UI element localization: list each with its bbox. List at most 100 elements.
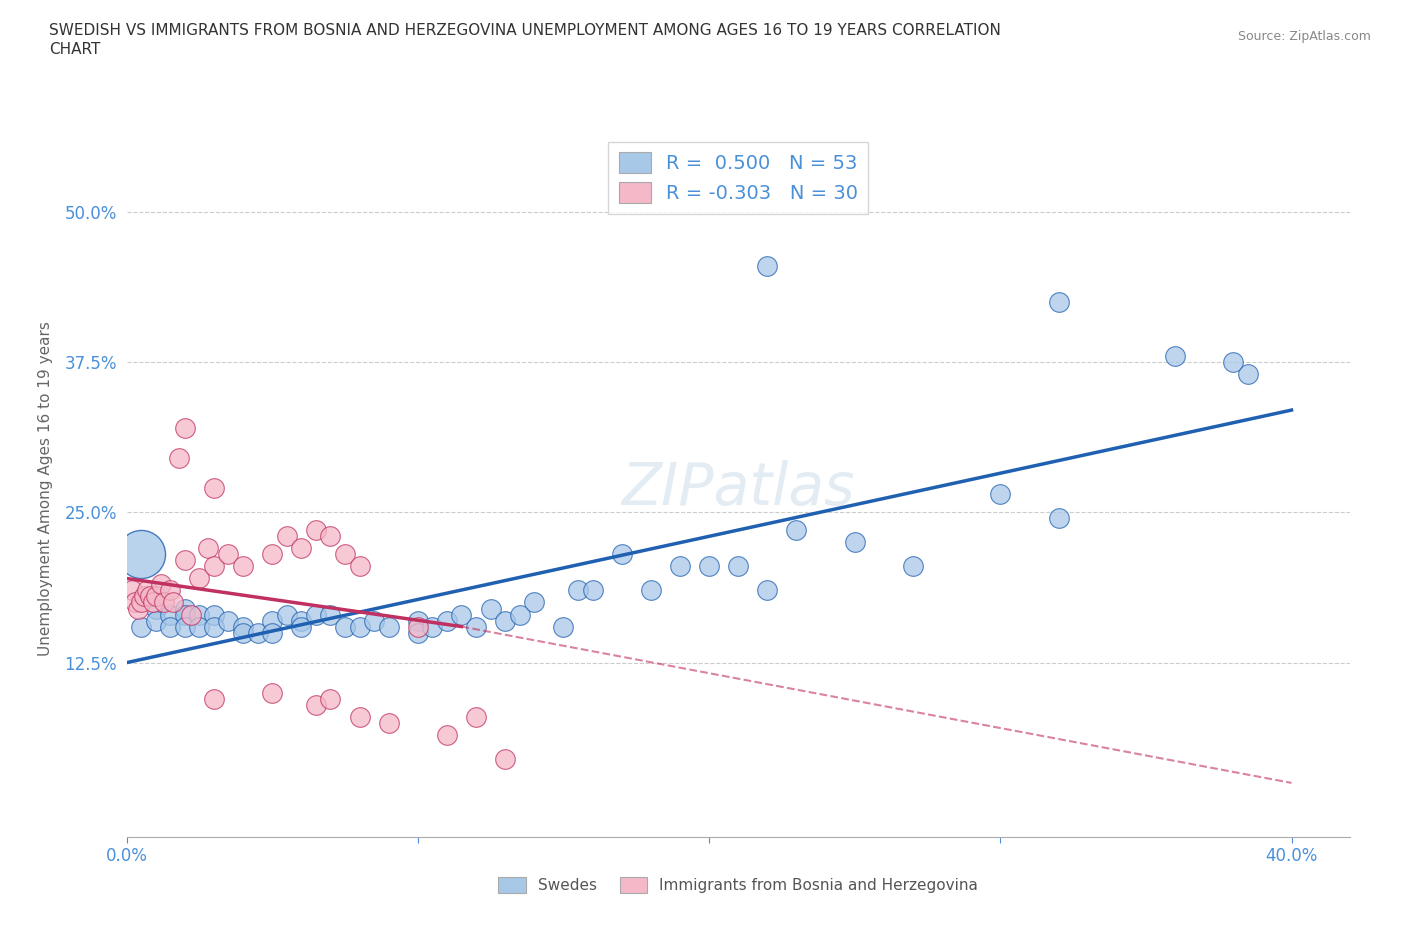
Point bbox=[422, 619, 444, 634]
Point bbox=[333, 619, 356, 634]
Point bbox=[202, 481, 225, 496]
Point bbox=[610, 547, 633, 562]
Point bbox=[159, 619, 181, 634]
Point bbox=[406, 613, 429, 628]
Text: SWEDISH VS IMMIGRANTS FROM BOSNIA AND HERZEGOVINA UNEMPLOYMENT AMONG AGES 16 TO : SWEDISH VS IMMIGRANTS FROM BOSNIA AND HE… bbox=[49, 23, 1001, 38]
Point bbox=[406, 625, 429, 640]
Point bbox=[581, 583, 603, 598]
Point bbox=[290, 613, 312, 628]
Point bbox=[988, 486, 1011, 501]
Point bbox=[349, 559, 371, 574]
Point bbox=[142, 595, 165, 610]
Point bbox=[129, 595, 152, 610]
Point bbox=[262, 547, 284, 562]
Point bbox=[202, 607, 225, 622]
Point bbox=[349, 710, 371, 724]
Point bbox=[756, 583, 779, 598]
Point bbox=[150, 577, 173, 591]
Text: CHART: CHART bbox=[49, 42, 101, 57]
Point bbox=[145, 589, 167, 604]
Point bbox=[377, 715, 399, 730]
Point bbox=[173, 607, 195, 622]
Point bbox=[640, 583, 662, 598]
Point bbox=[305, 698, 328, 712]
Point bbox=[167, 451, 190, 466]
Point bbox=[173, 553, 195, 568]
Point bbox=[305, 607, 328, 622]
Point bbox=[162, 595, 184, 610]
Point bbox=[290, 619, 312, 634]
Point bbox=[509, 607, 531, 622]
Point bbox=[465, 710, 488, 724]
Point bbox=[305, 523, 328, 538]
Point bbox=[319, 691, 342, 706]
Point bbox=[180, 607, 202, 622]
Point bbox=[124, 595, 146, 610]
Point bbox=[129, 619, 152, 634]
Point bbox=[363, 613, 385, 628]
Point bbox=[188, 619, 211, 634]
Point bbox=[129, 547, 152, 562]
Point bbox=[218, 613, 240, 628]
Point bbox=[159, 607, 181, 622]
Point bbox=[218, 547, 240, 562]
Point bbox=[232, 625, 254, 640]
Point bbox=[262, 625, 284, 640]
Point bbox=[121, 583, 143, 598]
Point bbox=[1164, 349, 1187, 364]
Point bbox=[173, 420, 195, 435]
Point bbox=[153, 595, 176, 610]
Point bbox=[173, 619, 195, 634]
Point bbox=[333, 547, 356, 562]
Point bbox=[697, 559, 720, 574]
Point bbox=[727, 559, 749, 574]
Point bbox=[901, 559, 924, 574]
Point bbox=[756, 259, 779, 273]
Point bbox=[232, 619, 254, 634]
Point bbox=[406, 619, 429, 634]
Point bbox=[276, 529, 298, 544]
Point bbox=[232, 559, 254, 574]
Point bbox=[1237, 366, 1260, 381]
Text: ZIPatlas: ZIPatlas bbox=[621, 459, 855, 517]
Point bbox=[319, 529, 342, 544]
Point bbox=[262, 613, 284, 628]
Point bbox=[669, 559, 692, 574]
Point bbox=[262, 685, 284, 700]
Point bbox=[844, 535, 866, 550]
Point bbox=[246, 625, 269, 640]
Point bbox=[1047, 511, 1070, 525]
Point bbox=[135, 583, 157, 598]
Point bbox=[1222, 354, 1244, 369]
Point bbox=[276, 607, 298, 622]
Point bbox=[197, 541, 219, 556]
Point bbox=[377, 619, 399, 634]
Point bbox=[494, 613, 516, 628]
Point bbox=[139, 589, 162, 604]
Point bbox=[523, 595, 546, 610]
Point bbox=[145, 601, 167, 616]
Point bbox=[202, 559, 225, 574]
Point bbox=[1047, 295, 1070, 310]
Legend: Swedes, Immigrants from Bosnia and Herzegovina: Swedes, Immigrants from Bosnia and Herze… bbox=[492, 870, 984, 899]
Point bbox=[567, 583, 589, 598]
Point bbox=[553, 619, 575, 634]
Point bbox=[290, 541, 312, 556]
Point bbox=[494, 751, 516, 766]
Point bbox=[349, 619, 371, 634]
Point bbox=[450, 607, 472, 622]
Point bbox=[132, 589, 155, 604]
Point bbox=[127, 601, 149, 616]
Point bbox=[319, 607, 342, 622]
Point bbox=[785, 523, 807, 538]
Point bbox=[202, 619, 225, 634]
Point bbox=[479, 601, 502, 616]
Point bbox=[188, 607, 211, 622]
Point bbox=[188, 571, 211, 586]
Point bbox=[145, 613, 167, 628]
Point bbox=[465, 619, 488, 634]
Y-axis label: Unemployment Among Ages 16 to 19 years: Unemployment Among Ages 16 to 19 years bbox=[38, 321, 53, 656]
Point bbox=[173, 601, 195, 616]
Point bbox=[202, 691, 225, 706]
Text: Source: ZipAtlas.com: Source: ZipAtlas.com bbox=[1237, 30, 1371, 43]
